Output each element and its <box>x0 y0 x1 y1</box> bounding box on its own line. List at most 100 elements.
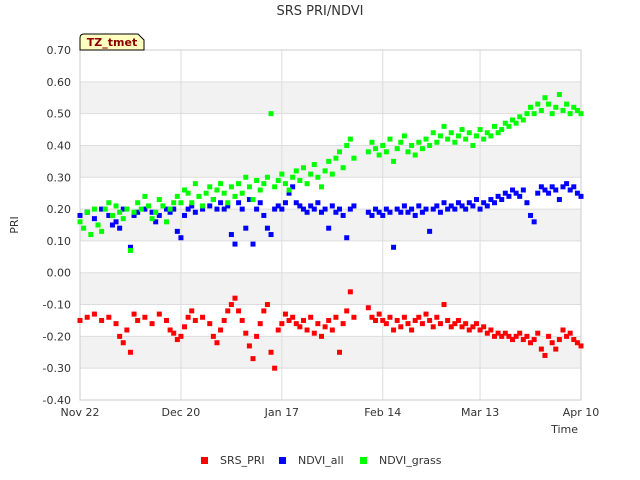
data-point <box>445 317 451 323</box>
data-point <box>106 314 112 320</box>
data-point <box>167 209 173 215</box>
data-point <box>243 225 249 231</box>
data-point <box>207 203 213 209</box>
data-point <box>394 146 400 152</box>
data-point <box>473 197 479 203</box>
data-point <box>102 206 108 212</box>
data-point <box>145 203 151 209</box>
data-point <box>192 209 198 215</box>
data-point <box>131 311 137 317</box>
data-point <box>185 190 191 196</box>
data-point <box>365 149 371 155</box>
data-point <box>495 130 501 136</box>
data-point <box>427 142 433 148</box>
data-point <box>318 184 324 190</box>
data-point <box>365 209 371 215</box>
data-point <box>142 193 148 199</box>
data-point <box>481 200 487 206</box>
data-point <box>383 149 389 155</box>
data-point <box>189 308 195 314</box>
data-point <box>437 133 443 139</box>
data-point <box>571 184 577 190</box>
y-tick-label: 0.00 <box>47 267 72 280</box>
background-band <box>80 81 581 114</box>
data-point <box>484 130 490 136</box>
data-point <box>250 241 256 247</box>
data-point <box>326 225 332 231</box>
data-point <box>477 327 483 333</box>
data-point <box>394 317 400 323</box>
data-point <box>275 327 281 333</box>
data-point <box>264 225 270 231</box>
data-point <box>117 333 123 339</box>
data-point <box>337 206 343 212</box>
data-point <box>182 212 188 218</box>
data-point <box>517 114 523 120</box>
data-point <box>178 200 184 206</box>
data-point <box>257 321 263 327</box>
data-point <box>351 314 357 320</box>
data-point <box>502 330 508 336</box>
data-point <box>463 206 469 212</box>
data-point <box>164 219 170 225</box>
data-point <box>250 356 256 362</box>
data-point <box>513 333 519 339</box>
data-point <box>77 317 83 323</box>
data-point <box>304 209 310 215</box>
data-point <box>531 337 537 343</box>
data-point <box>470 142 476 148</box>
data-point <box>225 200 231 206</box>
data-point <box>463 136 469 142</box>
y-tick-label: 0.20 <box>47 203 72 216</box>
x-tick-label: Feb 14 <box>364 406 401 419</box>
data-point <box>246 184 252 190</box>
data-point <box>254 206 260 212</box>
data-point <box>520 187 526 193</box>
data-point <box>174 337 180 343</box>
data-point <box>333 209 339 215</box>
data-point <box>268 111 274 117</box>
data-point <box>200 314 206 320</box>
data-point <box>401 314 407 320</box>
data-point <box>300 165 306 171</box>
data-point <box>315 321 321 327</box>
legend-label: NDVI_grass <box>379 454 442 467</box>
data-point <box>117 225 123 231</box>
data-point <box>293 168 299 174</box>
data-point <box>470 203 476 209</box>
data-point <box>466 327 472 333</box>
data-point <box>574 107 580 113</box>
data-point <box>549 111 555 117</box>
plot-area <box>79 49 582 401</box>
data-point <box>445 206 451 212</box>
data-point <box>383 321 389 327</box>
data-point <box>344 142 350 148</box>
data-point <box>214 187 220 193</box>
chart-title: SRS PRI/NDVI <box>277 4 364 19</box>
data-point <box>257 187 263 193</box>
data-point <box>502 190 508 196</box>
data-point <box>510 117 516 123</box>
data-point <box>113 219 119 225</box>
data-point <box>182 324 188 330</box>
data-point <box>391 158 397 164</box>
data-point <box>405 321 411 327</box>
data-point <box>369 139 375 145</box>
data-point <box>409 142 415 148</box>
legend-swatch <box>360 457 367 464</box>
data-point <box>272 184 278 190</box>
data-point <box>423 311 429 317</box>
data-point <box>549 184 555 190</box>
data-point <box>574 340 580 346</box>
data-point <box>214 340 220 346</box>
data-point <box>513 190 519 196</box>
data-point <box>318 209 324 215</box>
data-point <box>347 289 353 295</box>
data-point <box>185 206 191 212</box>
data-point <box>380 212 386 218</box>
data-point <box>156 197 162 203</box>
data-point <box>279 321 285 327</box>
data-point <box>225 308 231 314</box>
data-point <box>99 206 105 212</box>
data-point <box>412 212 418 218</box>
